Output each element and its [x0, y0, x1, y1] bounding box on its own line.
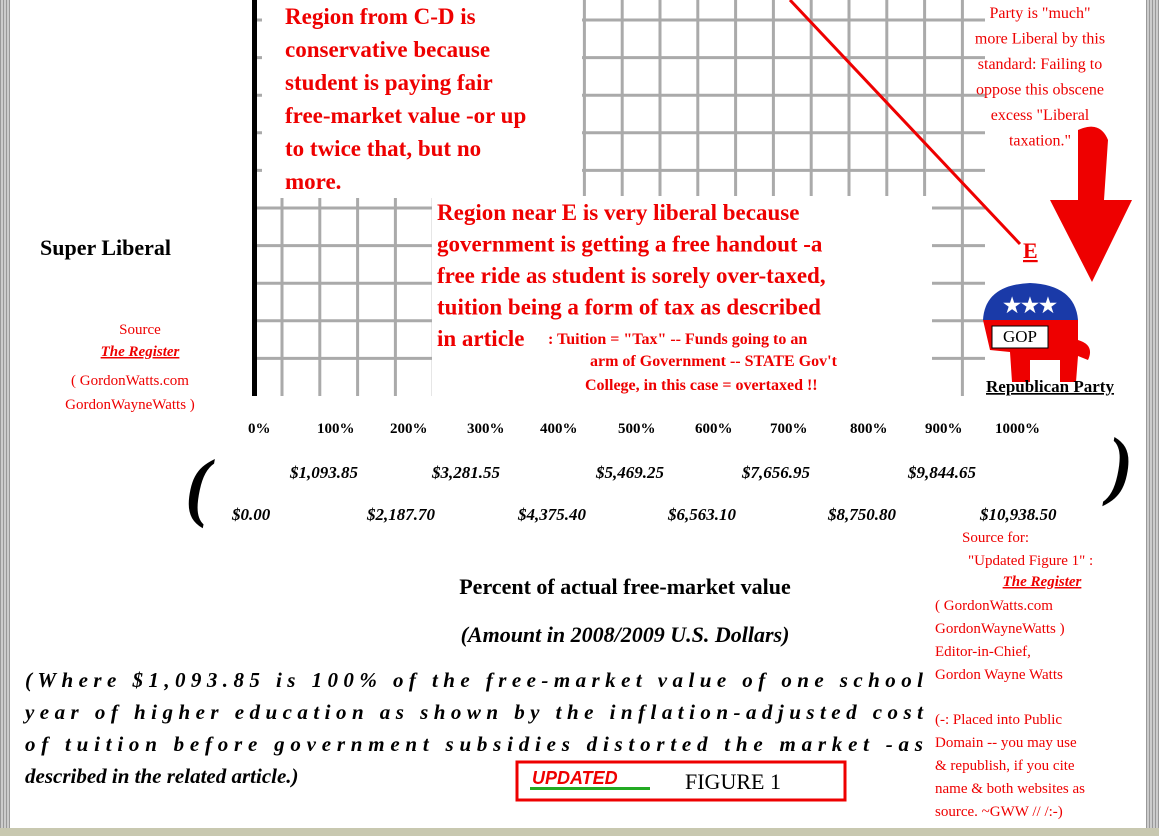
gop-badge: GOP	[1003, 327, 1037, 346]
source-name: The Register	[1003, 574, 1082, 590]
text-line: "Updated Figure 1" :	[968, 553, 1093, 569]
axis-title: Percent of actual free-market value	[459, 574, 791, 599]
percent-label: 200%	[390, 421, 428, 437]
bottom-border	[0, 828, 1159, 836]
text-line: more.	[285, 169, 341, 194]
percent-label: 300%	[467, 421, 505, 437]
text-line: GordonWayneWatts )	[935, 621, 1065, 637]
percent-label: 800%	[850, 421, 888, 437]
left-border	[0, 0, 10, 836]
text-line: tuition being a form of tax as described	[437, 295, 821, 320]
dollar-label: $2,187.70	[366, 505, 436, 524]
text-line: oppose this obscene	[976, 82, 1104, 99]
source-name: The Register	[101, 344, 180, 360]
text-line: & republish, if you cite	[935, 758, 1075, 774]
dollar-label: $3,281.55	[431, 463, 501, 482]
text-line: Party is "much"	[989, 5, 1090, 22]
text-line: Editor-in-Chief,	[935, 644, 1031, 660]
source-heading: Source	[119, 322, 161, 338]
gop-elephant: ★★★	[983, 283, 1091, 382]
dollar-label: $10,938.50	[979, 505, 1057, 524]
percent-label: 500%	[618, 421, 656, 437]
dollar-label: $0.00	[231, 505, 271, 524]
figure-tag: UPDATED	[532, 768, 618, 788]
text-line: free ride as student is sorely over-taxe…	[437, 263, 826, 288]
paragraph-line: year of higher education as shown by the…	[22, 700, 924, 724]
text-line: more Liberal by this	[975, 31, 1105, 48]
text-line: Region from C-D is	[285, 4, 476, 29]
text-line: Gordon Wayne Watts	[935, 667, 1063, 683]
diagonal-line	[788, 0, 1022, 246]
bracket: (	[185, 445, 215, 529]
text-line: in article	[437, 326, 525, 351]
paragraph-line: of tuition before government subsidies d…	[25, 732, 923, 756]
text-line: to twice that, but no	[285, 136, 481, 161]
figure-box	[515, 760, 847, 802]
percent-label: 100%	[317, 421, 355, 437]
text-line: conservative because	[285, 37, 490, 62]
percent-label: 1000%	[995, 421, 1040, 437]
tax-note: : Tuition = "Tax" -- Funds going to an	[548, 331, 807, 348]
text-bg	[262, 0, 582, 198]
text-line: standard: Failing to	[978, 56, 1102, 73]
tax-note: College, in this case = overtaxed !!	[585, 377, 818, 394]
percent-label: 0%	[248, 421, 271, 437]
dollar-label: $5,469.25	[595, 463, 665, 482]
super-liberal: Super Liberal	[40, 235, 171, 260]
dollar-label: $8,750.80	[827, 505, 897, 524]
text-line: student is paying fair	[285, 70, 493, 95]
point-label: E	[1023, 238, 1038, 263]
paragraph-line: described in the related article.)	[25, 764, 299, 788]
text-line: name & both websites as	[935, 781, 1085, 797]
text-line: ( GordonWatts.com	[935, 598, 1053, 614]
text-line: Domain -- you may use	[935, 735, 1077, 751]
underline-green	[530, 787, 650, 790]
dollar-label: $4,375.40	[517, 505, 587, 524]
figure-text: FIGURE 1	[685, 769, 781, 794]
text-line: Source for:	[962, 530, 1029, 546]
percent-label: 700%	[770, 421, 808, 437]
down-arrow	[1050, 126, 1132, 283]
text-line: Region near E is very liberal because	[437, 200, 799, 225]
tax-note: arm of Government -- STATE Gov't	[590, 353, 838, 370]
text-line: taxation."	[1009, 133, 1071, 150]
text-line: free-market value -or up	[285, 103, 526, 128]
percent-label: 600%	[695, 421, 733, 437]
dollar-label: $6,563.10	[667, 505, 737, 524]
dollar-label: $1,093.85	[289, 463, 359, 482]
text-bg	[432, 196, 932, 401]
bracket: )	[1102, 423, 1133, 507]
text-line: GordonWayneWatts )	[65, 397, 195, 413]
dollar-label: $9,844.65	[907, 463, 977, 482]
percent-label: 900%	[925, 421, 963, 437]
text-line: ( GordonWatts.com	[71, 373, 189, 389]
right-border	[1146, 0, 1159, 836]
y-axis	[252, 0, 257, 396]
gop-caption: Republican Party	[986, 377, 1114, 396]
text-line: excess "Liberal	[991, 107, 1090, 124]
text-line: (-: Placed into Public	[935, 712, 1062, 728]
text-line: source. ~GWW // /:-)	[935, 804, 1063, 820]
text-line: government is getting a free handout -a	[437, 232, 823, 257]
paragraph-line: (Where $1,093.85 is 100% of the free-mar…	[25, 668, 923, 692]
svg-text:★★★: ★★★	[1003, 295, 1057, 317]
axis-subtitle: (Amount in 2008/2009 U.S. Dollars)	[461, 622, 790, 647]
dollar-label: $7,656.95	[741, 463, 811, 482]
percent-label: 400%	[540, 421, 578, 437]
